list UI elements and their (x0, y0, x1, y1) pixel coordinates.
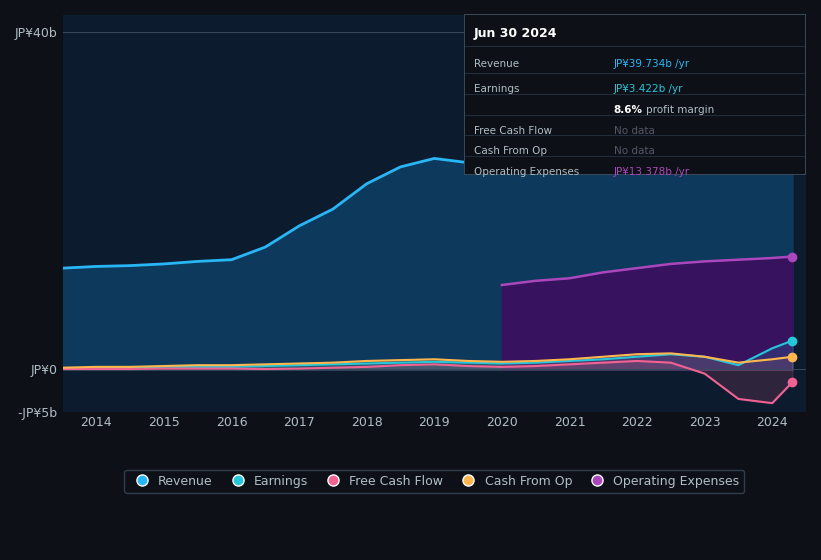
Text: No data: No data (614, 126, 654, 136)
Text: Free Cash Flow: Free Cash Flow (474, 126, 553, 136)
Text: Jun 30 2024: Jun 30 2024 (474, 27, 557, 40)
Text: Operating Expenses: Operating Expenses (474, 167, 580, 177)
Text: No data: No data (614, 147, 654, 156)
Text: JP¥39.734b /yr: JP¥39.734b /yr (614, 59, 690, 69)
Text: Cash From Op: Cash From Op (474, 147, 547, 156)
Text: Revenue: Revenue (474, 59, 519, 69)
Text: Earnings: Earnings (474, 84, 520, 94)
Text: JP¥13.378b /yr: JP¥13.378b /yr (614, 167, 690, 177)
Text: profit margin: profit margin (646, 105, 714, 115)
Legend: Revenue, Earnings, Free Cash Flow, Cash From Op, Operating Expenses: Revenue, Earnings, Free Cash Flow, Cash … (124, 470, 745, 493)
Text: JP¥3.422b /yr: JP¥3.422b /yr (614, 84, 683, 94)
Text: 8.6%: 8.6% (614, 105, 643, 115)
